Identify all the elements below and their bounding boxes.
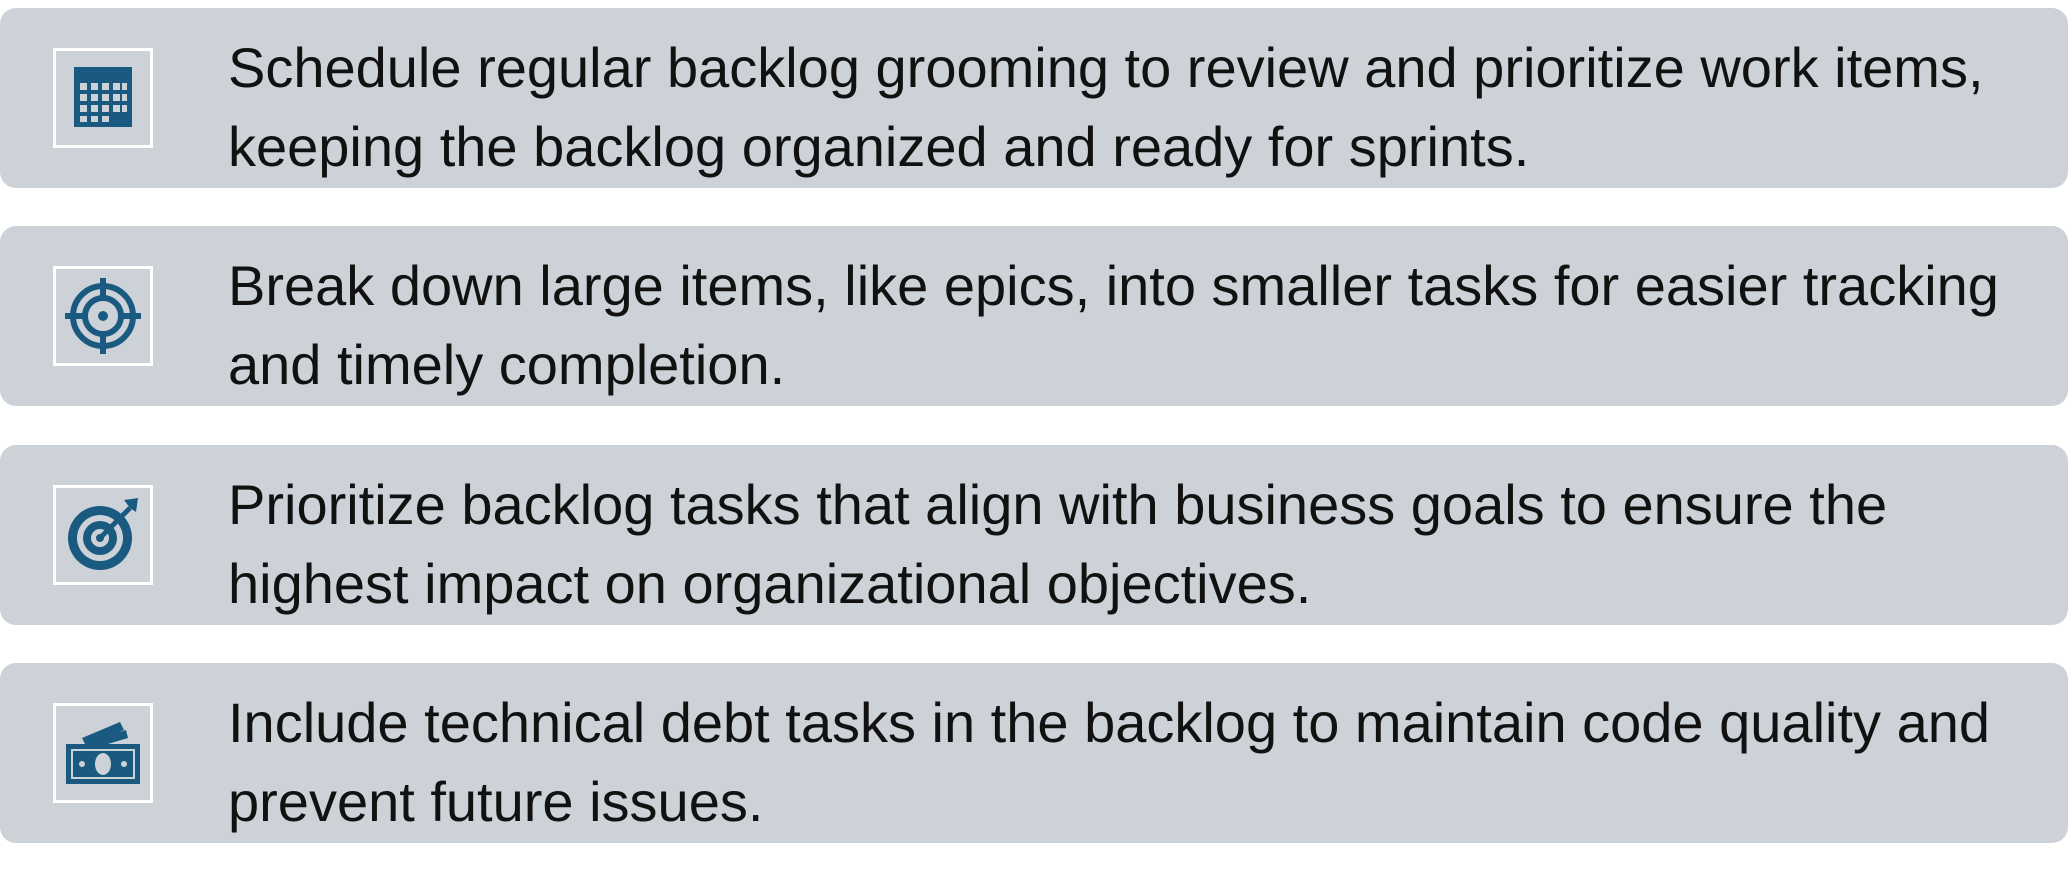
crosshair-icon (53, 266, 153, 366)
list-item: Prioritize backlog tasks that align with… (0, 445, 2068, 625)
item-text: Break down large items, like epics, into… (228, 254, 1999, 396)
item-text: Include technical debt tasks in the back… (228, 691, 1991, 833)
list-item: Break down large items, like epics, into… (0, 226, 2068, 406)
item-text: Schedule regular backlog grooming to rev… (228, 36, 1984, 178)
target-arrow-icon (53, 485, 153, 585)
list-item: Include technical debt tasks in the back… (0, 663, 2068, 843)
item-text: Prioritize backlog tasks that align with… (228, 473, 1888, 615)
list-item: Schedule regular backlog grooming to rev… (0, 8, 2068, 188)
calendar-icon (53, 48, 153, 148)
money-icon (53, 703, 153, 803)
